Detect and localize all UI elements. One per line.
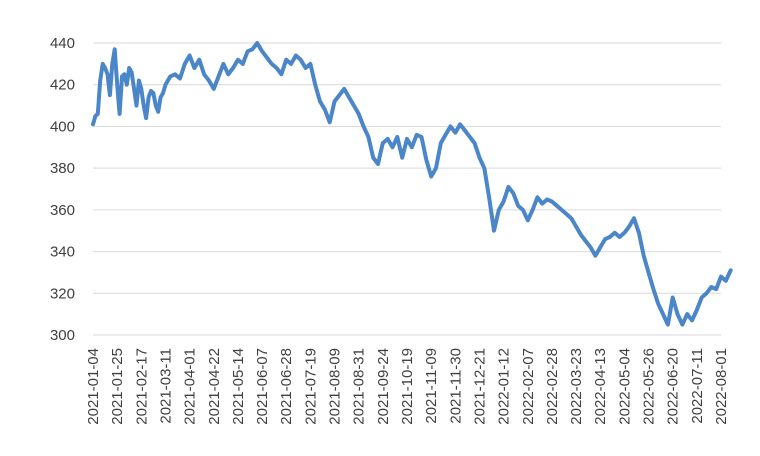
x-tick-label: 2022-04-13 <box>592 348 609 425</box>
x-tick-label: 2022-01-12 <box>496 348 513 425</box>
y-tick-label: 360 <box>50 202 75 219</box>
x-tick-label: 2022-06-20 <box>665 348 682 425</box>
x-tick-label: 2021-06-07 <box>254 348 271 425</box>
x-tick-label: 2021-11-09 <box>423 348 440 424</box>
x-tick-label: 2021-04-01 <box>182 348 199 425</box>
y-tick-label: 300 <box>50 327 75 344</box>
x-tick-label: 2021-02-17 <box>133 348 150 425</box>
x-tick-label: 2022-02-28 <box>544 348 561 425</box>
gridlines <box>93 42 721 336</box>
x-tick-label: 2021-11-30 <box>447 348 464 424</box>
x-tick-label: 2021-08-09 <box>327 348 344 425</box>
x-tick-label: 2021-01-25 <box>109 348 126 425</box>
x-tick-label: 2021-06-28 <box>278 348 295 425</box>
x-tick-label: 2021-05-14 <box>230 348 247 425</box>
series-line-0 <box>91 41 733 327</box>
y-tick-label: 320 <box>50 285 75 302</box>
x-tick-label: 2021-03-11 <box>157 348 174 424</box>
x-tick-label: 2021-10-19 <box>399 348 416 425</box>
y-axis-ticks: 300 320 340 360 380 400 420 440 <box>50 35 75 344</box>
x-tick-label: 2021-01-04 <box>85 348 102 425</box>
series-group <box>91 41 733 327</box>
y-tick-label: 420 <box>50 77 75 94</box>
x-tick-label: 2021-07-19 <box>302 348 319 425</box>
x-tick-label: 2022-03-23 <box>568 348 585 425</box>
y-tick-label: 340 <box>50 244 75 261</box>
y-tick-label: 400 <box>50 118 75 135</box>
x-tick-label: 2022-07-11 <box>689 348 706 424</box>
x-tick-label: 2021-09-24 <box>375 348 392 425</box>
x-tick-label: 2021-08-31 <box>351 348 368 425</box>
x-tick-label: 2022-05-04 <box>616 348 633 425</box>
y-tick-label: 440 <box>50 35 75 52</box>
x-tick-label: 2022-02-07 <box>520 348 537 425</box>
x-tick-label: 2021-12-21 <box>471 348 488 425</box>
x-axis-ticks: 2021-01-04 2021-01-25 2021-02-17 2021-03-11… <box>85 348 730 425</box>
x-tick-label: 2021-04-22 <box>206 348 223 425</box>
x-tick-label: 2022-08-01 <box>713 348 730 425</box>
x-tick-label: 2022-05-26 <box>641 348 658 425</box>
y-tick-label: 380 <box>50 160 75 177</box>
